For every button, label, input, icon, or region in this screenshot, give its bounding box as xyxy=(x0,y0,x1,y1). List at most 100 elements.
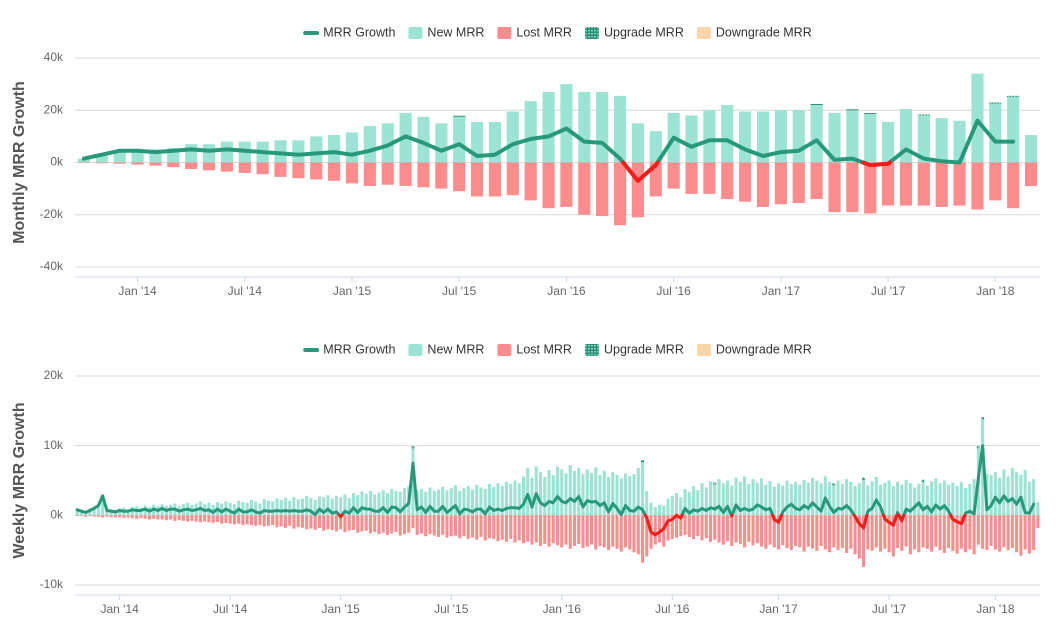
legend-item: Upgrade MRR xyxy=(584,342,684,356)
bar xyxy=(266,515,270,526)
bar xyxy=(1015,472,1019,516)
bar xyxy=(309,515,313,529)
bar xyxy=(220,515,224,524)
bar xyxy=(398,491,402,516)
bar xyxy=(1015,515,1019,553)
bar xyxy=(1036,502,1040,516)
legend-icon xyxy=(497,27,512,39)
y-tick-label: 20k xyxy=(44,102,64,116)
bar xyxy=(700,483,704,516)
legend-item: MRR Growth xyxy=(303,25,395,39)
bar xyxy=(594,515,598,550)
bar xyxy=(653,515,657,545)
bar xyxy=(524,162,537,201)
bar xyxy=(747,515,751,542)
x-tick-label: Jul '15 xyxy=(434,602,469,616)
bar xyxy=(971,73,984,163)
bar xyxy=(717,479,721,516)
bar xyxy=(555,515,560,546)
bar xyxy=(764,515,768,549)
bar xyxy=(458,490,462,516)
bar xyxy=(521,515,526,544)
bar xyxy=(955,486,959,516)
bar xyxy=(908,515,912,555)
bar xyxy=(296,499,300,516)
negative-growth-line xyxy=(897,513,906,523)
bar xyxy=(934,478,938,516)
bar xyxy=(917,162,930,206)
bar xyxy=(317,515,321,528)
bar xyxy=(615,474,619,516)
bar xyxy=(322,497,326,516)
bar xyxy=(470,515,475,538)
bar xyxy=(862,477,866,480)
bar xyxy=(143,515,147,519)
bar xyxy=(578,162,591,215)
bar xyxy=(483,488,487,516)
bar xyxy=(734,477,738,516)
bar xyxy=(130,515,134,519)
bar xyxy=(596,162,609,217)
bar xyxy=(75,509,79,516)
bar xyxy=(1019,515,1023,556)
bar xyxy=(751,515,755,546)
bar xyxy=(411,448,415,516)
bar xyxy=(101,500,105,516)
bar xyxy=(917,114,930,116)
bar xyxy=(989,515,993,546)
bar xyxy=(891,515,895,557)
bar xyxy=(122,515,126,519)
bar xyxy=(815,515,819,551)
bar xyxy=(177,515,181,521)
bar xyxy=(517,483,521,516)
bar xyxy=(636,467,640,516)
bar xyxy=(1032,479,1036,516)
bar xyxy=(704,515,708,539)
bar xyxy=(568,465,572,516)
bar xyxy=(602,515,606,548)
bar xyxy=(857,483,861,516)
bar xyxy=(500,515,504,540)
bar xyxy=(666,498,670,516)
bar xyxy=(509,515,513,540)
x-tick-label: Jan '18 xyxy=(976,602,1015,616)
bar xyxy=(836,480,840,516)
bar xyxy=(976,446,980,449)
bar xyxy=(101,515,105,518)
x-tick-label: Jul '17 xyxy=(871,284,906,298)
bar xyxy=(458,515,462,539)
bar xyxy=(738,481,742,516)
bar xyxy=(619,515,623,552)
bar xyxy=(832,485,836,516)
bar xyxy=(649,131,662,163)
bar xyxy=(322,515,326,531)
bar xyxy=(572,515,577,546)
bar xyxy=(900,484,904,516)
legend-item: Upgrade MRR xyxy=(584,25,684,39)
bar xyxy=(211,515,215,523)
x-tick-label: Jul '16 xyxy=(657,284,692,298)
bar xyxy=(1010,467,1014,516)
bar xyxy=(417,116,430,163)
bar xyxy=(798,484,802,516)
bar xyxy=(330,515,334,530)
bar xyxy=(343,494,347,516)
bar xyxy=(79,515,83,517)
bar xyxy=(560,469,564,516)
bar xyxy=(930,481,934,516)
bar xyxy=(292,515,296,529)
bar xyxy=(887,515,891,553)
bar xyxy=(721,162,734,200)
bar xyxy=(560,84,573,163)
bar xyxy=(1027,515,1031,554)
legend-icon xyxy=(303,31,320,35)
bar xyxy=(249,515,253,526)
bar xyxy=(84,515,88,517)
bar xyxy=(492,486,496,516)
bar xyxy=(95,162,108,164)
bar xyxy=(232,515,236,525)
bar xyxy=(836,515,840,551)
bar xyxy=(345,162,359,184)
bar xyxy=(258,503,262,516)
bar xyxy=(687,491,691,516)
